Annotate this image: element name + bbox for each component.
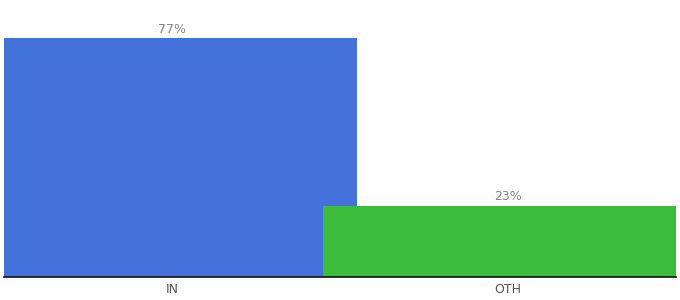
Text: 77%: 77% xyxy=(158,23,186,36)
Bar xyxy=(0,38,357,277)
Text: 23%: 23% xyxy=(494,190,522,203)
Bar xyxy=(323,206,680,277)
